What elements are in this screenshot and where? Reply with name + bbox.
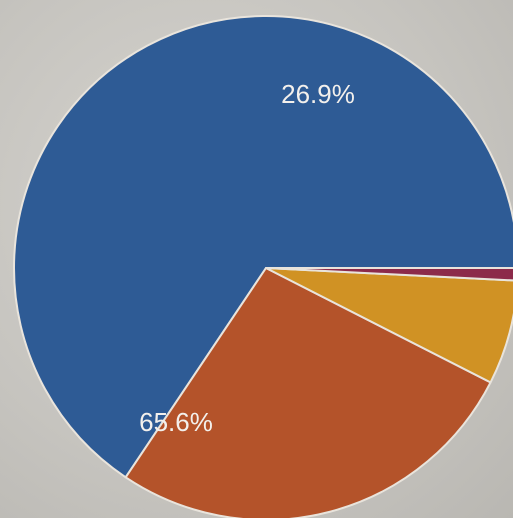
pie-slice-1-label: 65.6%	[139, 407, 213, 437]
pie-slices	[13, 15, 513, 518]
pie-slice-4	[265, 267, 513, 282]
pie-labels: 65.6% 26.9%	[139, 79, 355, 437]
pie-slice-3	[265, 267, 513, 384]
pie-slice-2-label: 26.9%	[281, 79, 355, 109]
pie-slice-2	[124, 267, 492, 518]
pie-slice-1	[13, 15, 513, 479]
